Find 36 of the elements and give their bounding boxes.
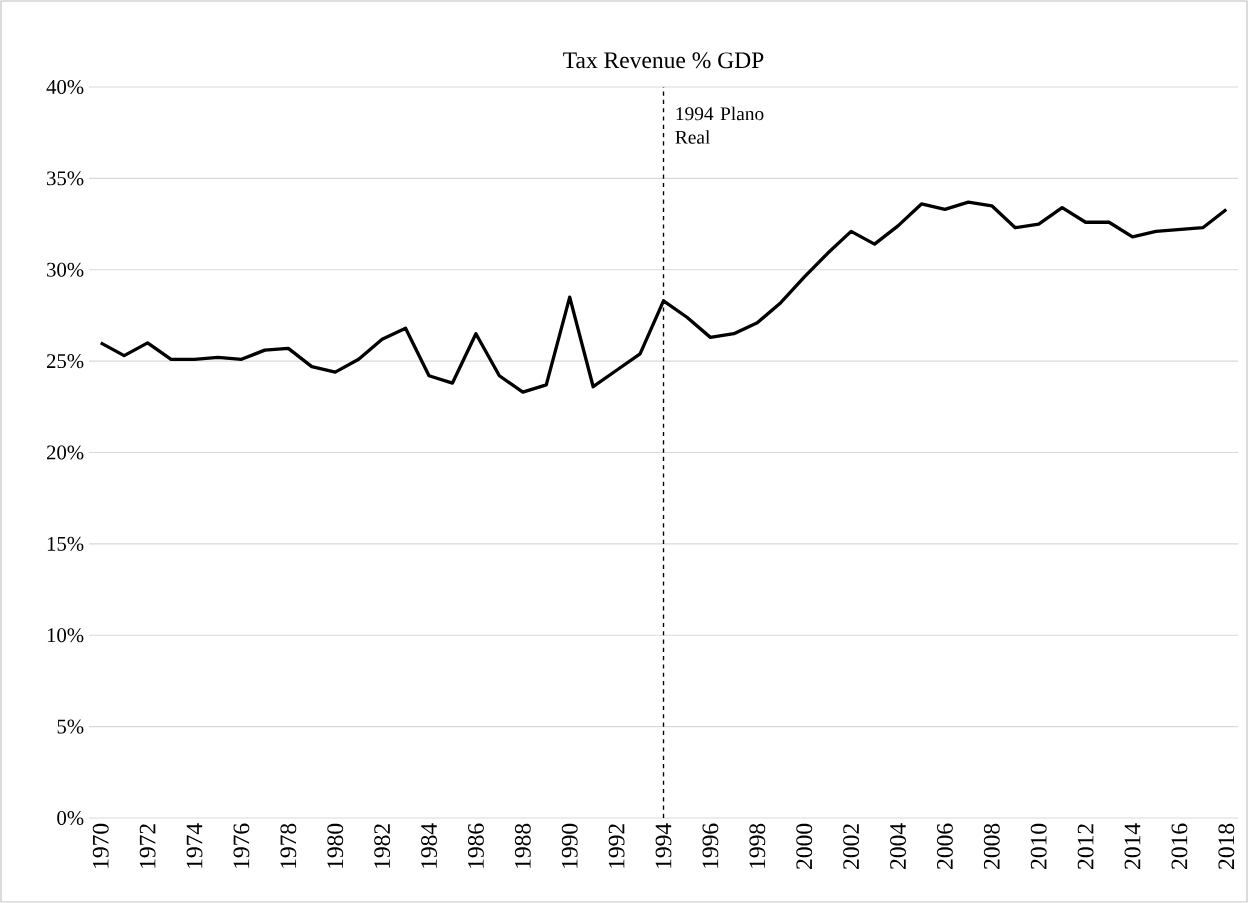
x-tick-label: 2014 <box>1124 823 1141 869</box>
x-tick-label: 1998 <box>749 823 766 868</box>
x-tick-label: 1970 <box>92 823 109 868</box>
x-tick-label: 1990 <box>561 823 578 868</box>
x-tick-label: 1976 <box>233 823 250 868</box>
x-tick-label: 2016 <box>1171 823 1188 869</box>
x-tick-label: 2004 <box>890 823 906 869</box>
x-tick-label: 1980 <box>327 823 344 868</box>
x-tick-label: 2006 <box>936 823 953 869</box>
y-tick-label: 20% <box>46 445 84 460</box>
y-tick-label: 10% <box>47 628 84 643</box>
ref-line-label: 1994 Plano Real <box>675 106 764 144</box>
y-tick-label: 5% <box>57 719 84 734</box>
x-tick-label: 1972 <box>139 824 156 868</box>
x-tick-label: 2010 <box>1030 823 1047 869</box>
x-tick-label: 1984 <box>421 823 437 868</box>
x-tick-label: 1988 <box>514 823 531 868</box>
x-tick-label: 1992 <box>608 824 625 868</box>
chart-title: Tax Revenue % GDP <box>563 52 764 69</box>
x-tick-label: 1986 <box>467 823 484 868</box>
y-tick-label: 40% <box>46 79 84 95</box>
y-tick-label: 0% <box>57 810 84 826</box>
x-tick-label: 1994 <box>655 823 672 868</box>
x-tick-label: 2002 <box>843 824 860 869</box>
x-tick-label: 1974 <box>186 823 203 868</box>
y-tick-label: 35% <box>47 171 84 186</box>
x-tick-label: 1996 <box>702 823 719 868</box>
x-tick-label: 2008 <box>983 823 1000 869</box>
y-tick-label: 30% <box>47 262 84 277</box>
x-tick-label: 2012 <box>1077 824 1094 869</box>
x-tick-label: 1978 <box>280 823 297 868</box>
x-tick-label: 2018 <box>1218 823 1235 869</box>
x-tick-label: 2000 <box>796 823 813 869</box>
y-tick-label: 25% <box>46 354 84 369</box>
x-tick-label: 1982 <box>374 824 391 868</box>
y-tick-label: 15% <box>47 536 84 551</box>
